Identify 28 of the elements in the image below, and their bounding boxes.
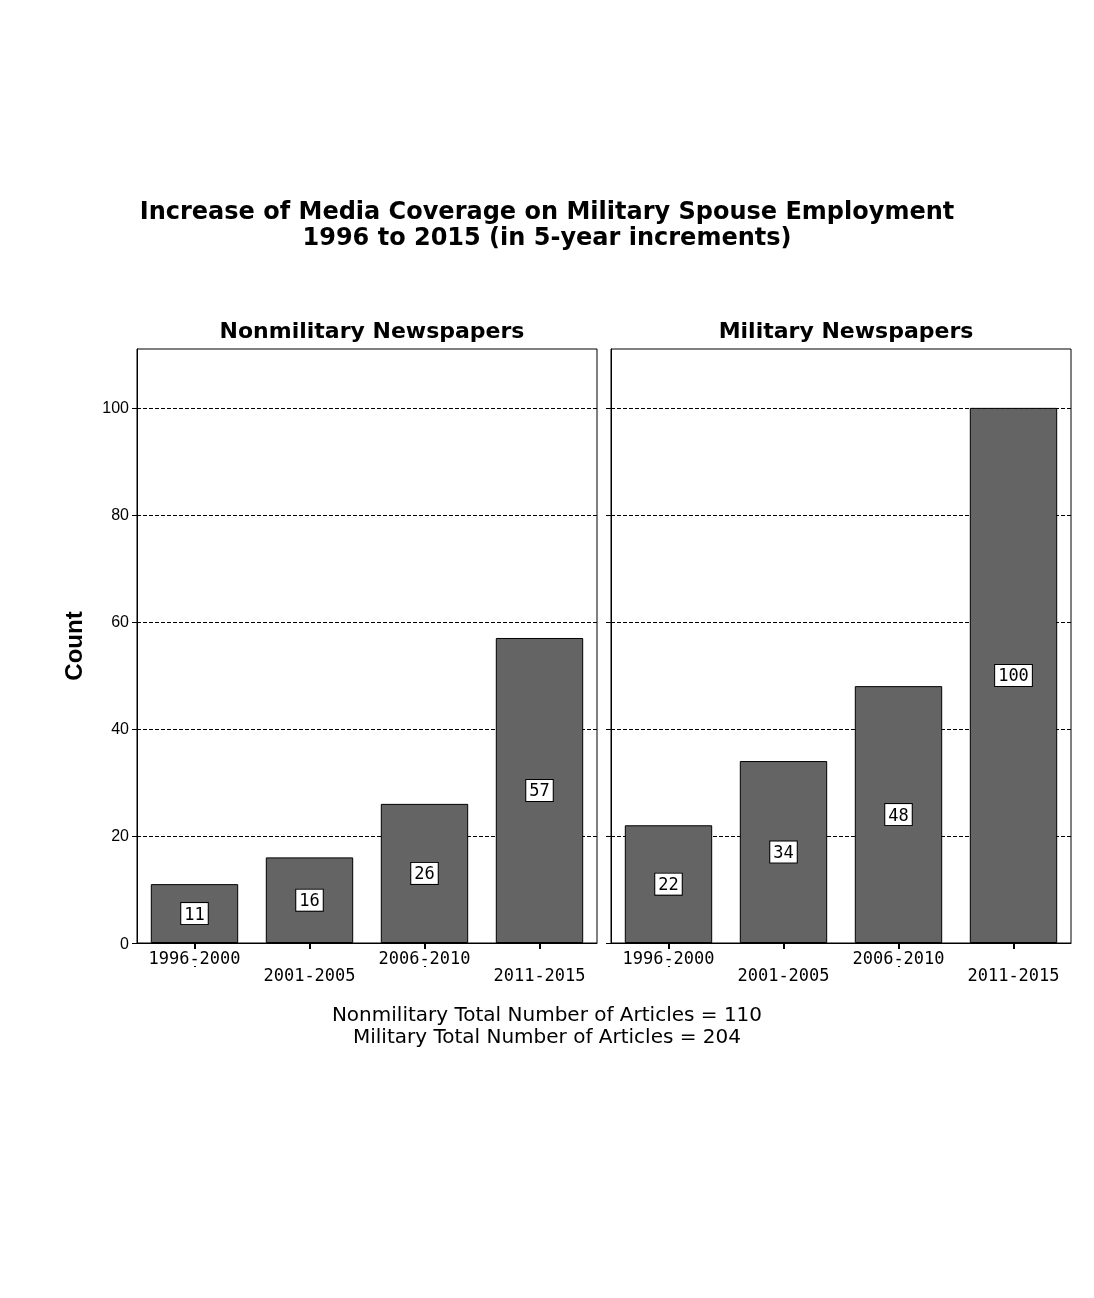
y-tick-label: 0 — [120, 934, 130, 952]
x-tick-label: 1996-2000 — [148, 947, 241, 968]
data-label: 22 — [658, 874, 679, 895]
data-label: 26 — [414, 863, 435, 884]
y-tick-label: 80 — [111, 506, 130, 524]
chart-title: Nonmilitary Newspapers — [219, 317, 525, 343]
y-axis-title: Count — [59, 611, 87, 681]
data-label: 100 — [998, 665, 1029, 686]
data-label: 57 — [529, 780, 550, 801]
y-tick-label: 100 — [102, 399, 130, 417]
x-tick-label: 2001-2005 — [263, 964, 356, 985]
x-tick-label: 2006-2010 — [852, 947, 945, 968]
text: Military Total Number of Articles = 204 — [352, 1024, 743, 1048]
y-tick-label: 60 — [111, 613, 130, 631]
x-tick-label: 2011-2015 — [967, 964, 1060, 985]
x-tick-label: 2011-2015 — [493, 964, 586, 985]
chart-title: Military Newspapers — [718, 317, 974, 343]
data-label: 11 — [184, 903, 205, 924]
y-tick-label: 40 — [111, 720, 130, 738]
text: Nonmilitary Total Number of Articles = 110 — [330, 1002, 764, 1026]
data-label: 16 — [299, 890, 320, 911]
x-tick-label: 2001-2005 — [737, 964, 830, 985]
text: Increase of Media Coverage on Military Spouse Employment 1996 to 2015 (in 5-year increments) — [138, 197, 956, 251]
x-tick-label: 2006-2010 — [378, 947, 471, 968]
x-tick-label: 1996-2000 — [622, 947, 715, 968]
y-tick-label: 20 — [111, 827, 130, 845]
data-label: 48 — [888, 804, 909, 825]
data-label: 34 — [773, 842, 794, 863]
